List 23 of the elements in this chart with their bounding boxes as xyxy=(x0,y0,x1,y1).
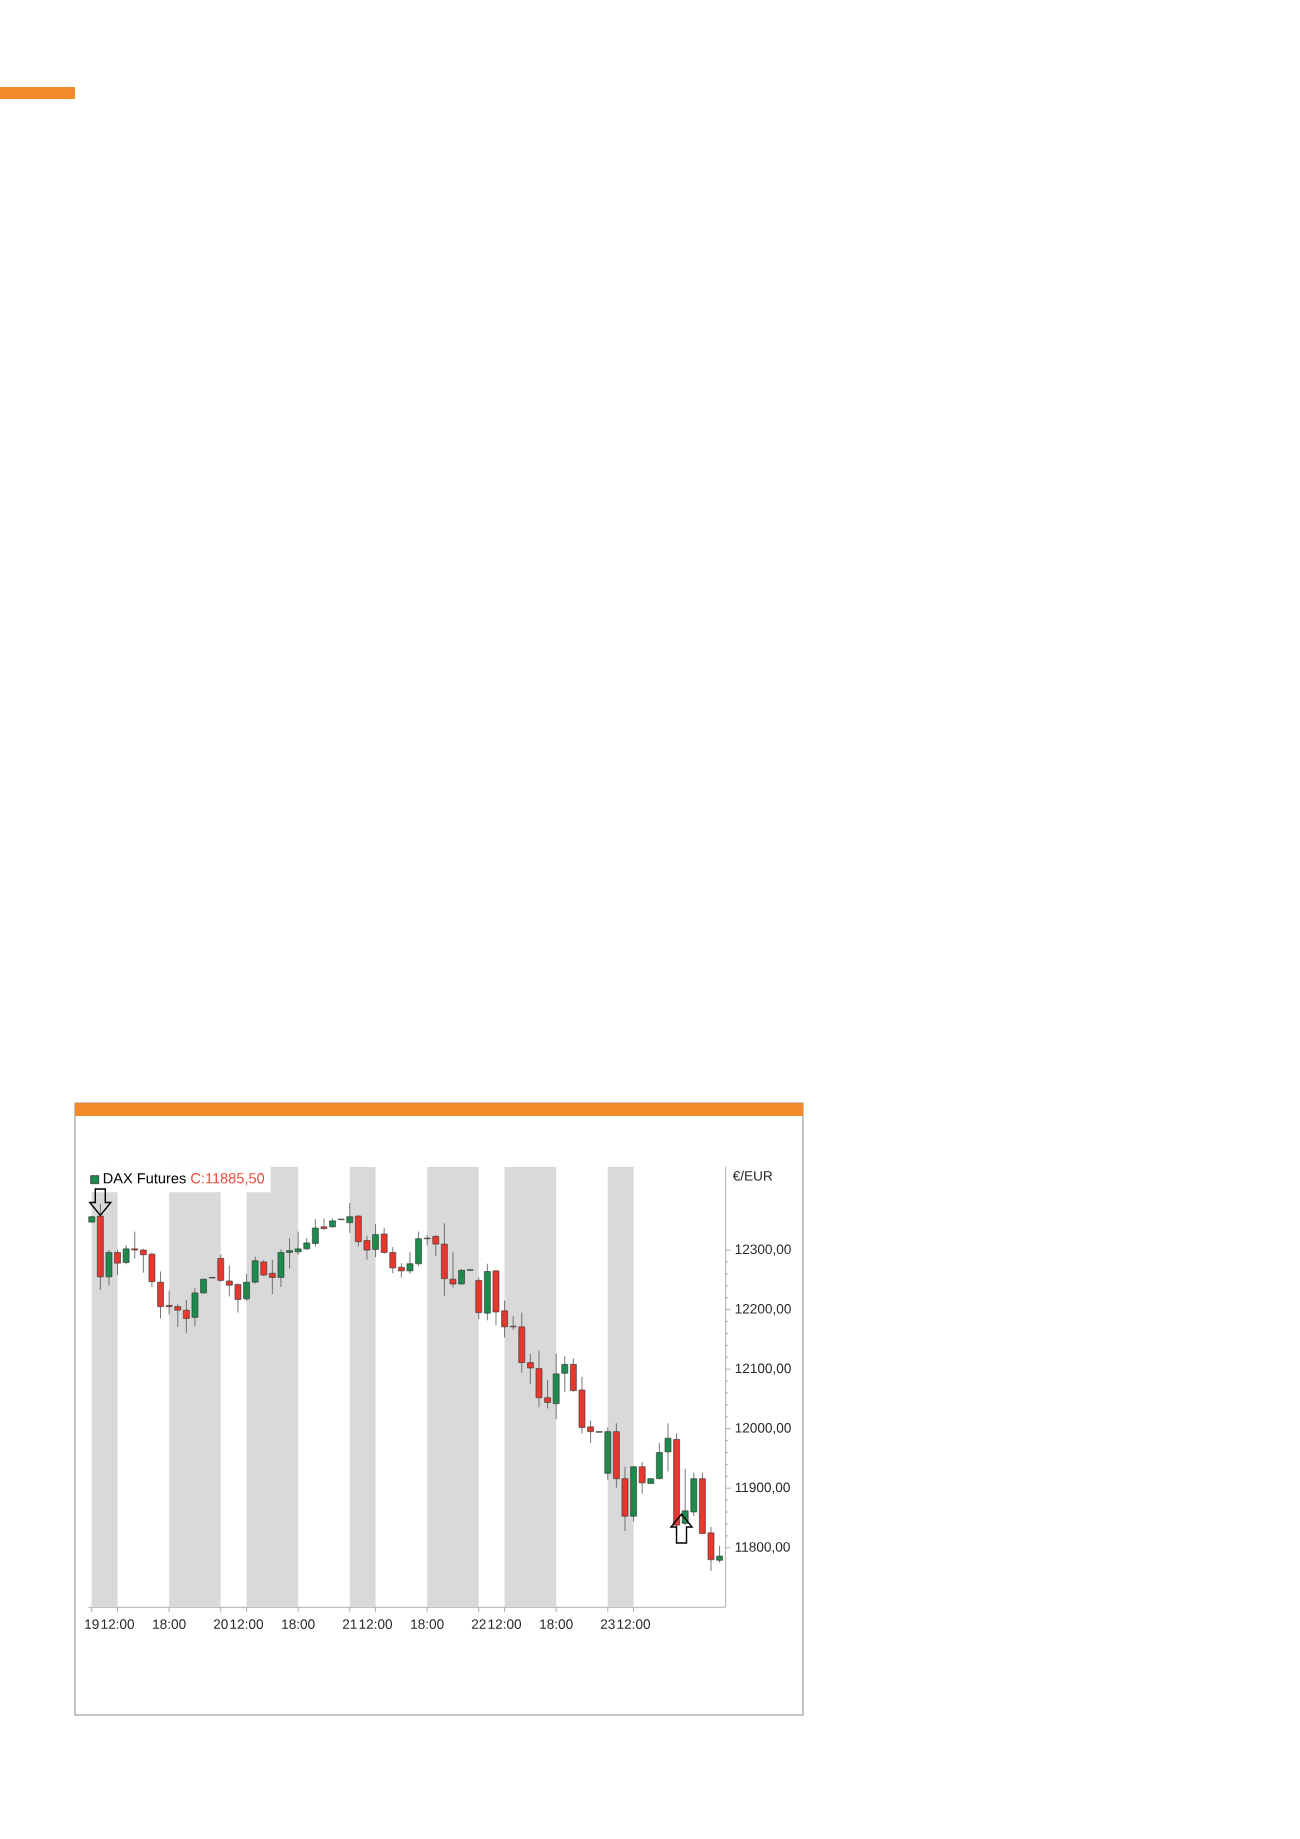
y-tick-label: 12200,00 xyxy=(735,1303,791,1316)
y-tick-label: 11900,00 xyxy=(735,1482,790,1494)
x-tick-label: 21 xyxy=(342,1619,357,1629)
x-tick-label: 18:00 xyxy=(411,1619,444,1629)
x-tick-label: 20 xyxy=(213,1619,228,1629)
x-tick-label: 12:00 xyxy=(359,1619,393,1629)
y-axis-title: €/EUR xyxy=(732,1170,773,1181)
x-tick-label: 19 xyxy=(85,1619,99,1629)
y-tick-label: 12100,00 xyxy=(735,1363,791,1375)
x-tick-label: 12:00 xyxy=(488,1619,522,1629)
x-tick-label: 12:00 xyxy=(617,1619,651,1629)
legend-label: DAX Futures xyxy=(103,1173,186,1184)
annotation: C:11885,50 xyxy=(191,1173,265,1186)
x-tick-label: 12:00 xyxy=(101,1619,135,1629)
x-tick-label: 18:00 xyxy=(282,1619,315,1629)
x-tick-label: 22 xyxy=(471,1619,486,1629)
y-tick-label: 12300,00 xyxy=(735,1244,791,1256)
y-tick-label: 12000,00 xyxy=(735,1423,791,1435)
x-tick-label: 18:00 xyxy=(540,1619,573,1629)
x-tick-label: 12:00 xyxy=(230,1619,264,1629)
x-tick-label: 18:00 xyxy=(153,1619,186,1629)
y-tick-label: 11800,00 xyxy=(735,1542,790,1554)
x-tick-label: 23 xyxy=(600,1619,615,1629)
